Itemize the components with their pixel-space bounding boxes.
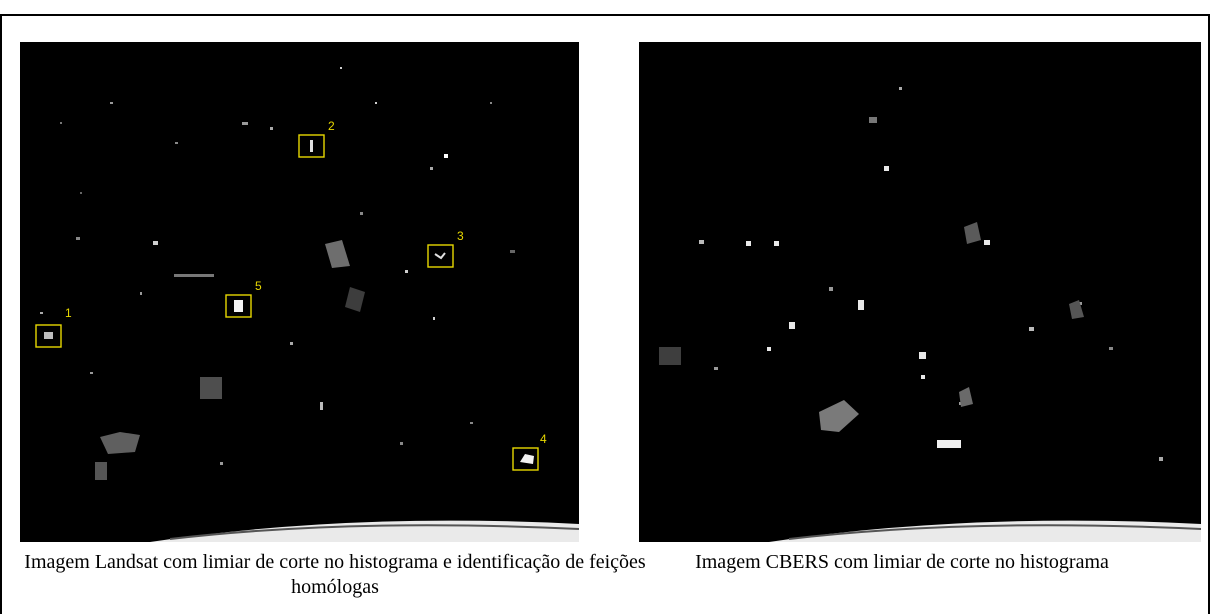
cbers-patches: [659, 222, 1084, 448]
marker-label-4: 4: [540, 432, 547, 446]
marker-label-3: 3: [457, 229, 464, 243]
marker-box-5: [225, 294, 252, 318]
marker-label-2: 2: [328, 119, 335, 133]
cbers-image: [639, 42, 1201, 542]
figure-frame: [0, 14, 1210, 614]
marker-box-2: [298, 134, 325, 158]
landsat-image-canvas: 1 2 3 4 5: [20, 42, 579, 542]
marker-label-1: 1: [65, 306, 72, 320]
feature-markers: 1 2 3 4 5: [35, 119, 547, 471]
cbers-bright-features: [699, 87, 1163, 461]
landsat-patches: [95, 240, 365, 480]
marker-box-3: [427, 244, 454, 268]
cbers-caption: Imagem CBERS com limiar de corte no hist…: [695, 551, 1109, 573]
landsat-caption: Imagem Landsat com limiar de corte no hi…: [24, 551, 646, 598]
marker-box-1: [35, 324, 62, 348]
marker-box-4: [512, 447, 539, 471]
landsat-image: 1 2 3 4 5: [20, 42, 579, 542]
landsat-speckle-features: [40, 67, 515, 465]
marker-label-5: 5: [255, 279, 262, 293]
cbers-image-canvas: [639, 42, 1201, 542]
